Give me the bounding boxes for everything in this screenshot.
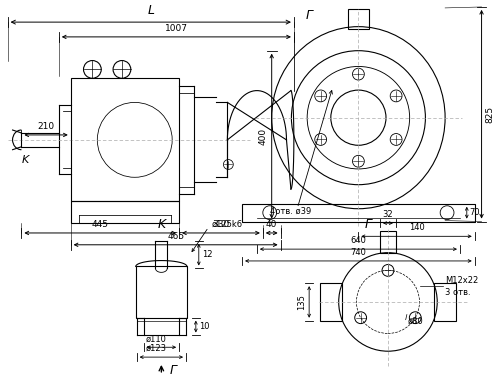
Text: 3 отв.: 3 отв. <box>445 288 471 297</box>
Bar <box>136 267 187 318</box>
Text: 640: 640 <box>351 236 366 245</box>
Text: 445: 445 <box>92 220 109 229</box>
Bar <box>320 283 342 321</box>
Text: Г: Г <box>306 9 313 22</box>
Text: Г: Г <box>365 218 372 231</box>
Text: ø80: ø80 <box>407 317 424 326</box>
Text: 40: 40 <box>266 220 277 229</box>
Text: L: L <box>147 4 154 17</box>
Text: 1007: 1007 <box>165 24 188 33</box>
Text: Г: Г <box>169 365 176 377</box>
Text: K: K <box>157 218 165 231</box>
Text: ø123: ø123 <box>146 344 167 353</box>
Text: 70: 70 <box>470 208 480 217</box>
Text: 4отв. ø39: 4отв. ø39 <box>270 207 311 216</box>
Text: K: K <box>22 154 29 165</box>
Text: 465: 465 <box>167 232 184 241</box>
Bar <box>434 283 456 321</box>
Text: 400: 400 <box>259 127 268 145</box>
Bar <box>348 9 369 29</box>
Text: M12x22: M12x22 <box>445 276 478 285</box>
Text: 10: 10 <box>199 322 209 331</box>
Text: ø110: ø110 <box>146 334 167 343</box>
Text: 740: 740 <box>351 248 366 257</box>
Bar <box>71 201 179 223</box>
Text: ø125k6: ø125k6 <box>212 220 243 229</box>
Text: 32: 32 <box>383 210 393 219</box>
Text: 825: 825 <box>485 106 494 123</box>
Bar <box>242 204 475 221</box>
Text: 210: 210 <box>38 122 55 131</box>
Text: 12: 12 <box>202 250 212 259</box>
Bar <box>380 231 396 253</box>
Bar <box>71 78 179 201</box>
Text: 135: 135 <box>297 294 306 310</box>
Text: 140: 140 <box>408 223 425 232</box>
Text: 330: 330 <box>212 220 229 229</box>
